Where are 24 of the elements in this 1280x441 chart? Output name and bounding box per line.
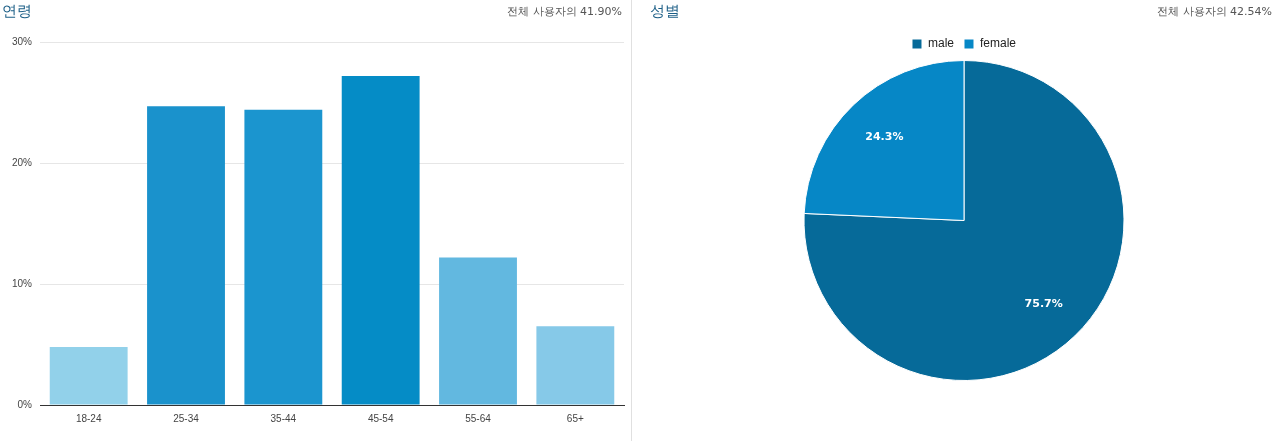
y-tick-label: 10% xyxy=(12,277,33,289)
x-tick-label: 45-54 xyxy=(367,412,394,424)
x-tick-label: 55-64 xyxy=(465,412,492,424)
bar xyxy=(244,109,323,405)
x-tick-label: 65+ xyxy=(566,412,584,424)
y-tick-label: 0% xyxy=(17,398,33,410)
y-tick-label: 20% xyxy=(12,156,33,168)
text: 전체 사용자의 42.54% xyxy=(1157,4,1272,19)
data-label: 75.7% xyxy=(1024,296,1063,310)
bar xyxy=(341,75,420,405)
bar xyxy=(439,257,517,405)
chart-title: 연령 xyxy=(2,2,32,21)
bar xyxy=(147,106,225,405)
y-tick-label: 30% xyxy=(12,35,33,47)
legend-label: female xyxy=(980,36,1017,51)
text: 성별 xyxy=(650,2,680,21)
x-tick-label: 35-44 xyxy=(270,412,297,424)
data-label: 24.3% xyxy=(865,130,904,144)
chart-subtitle: 전체 사용자의 41.90% xyxy=(507,4,622,19)
x-tick-label: 25-34 xyxy=(173,412,200,424)
bar xyxy=(536,326,615,405)
bar xyxy=(49,346,128,405)
legend-label: male xyxy=(927,36,955,51)
x-tick-label: 18-24 xyxy=(75,412,102,424)
